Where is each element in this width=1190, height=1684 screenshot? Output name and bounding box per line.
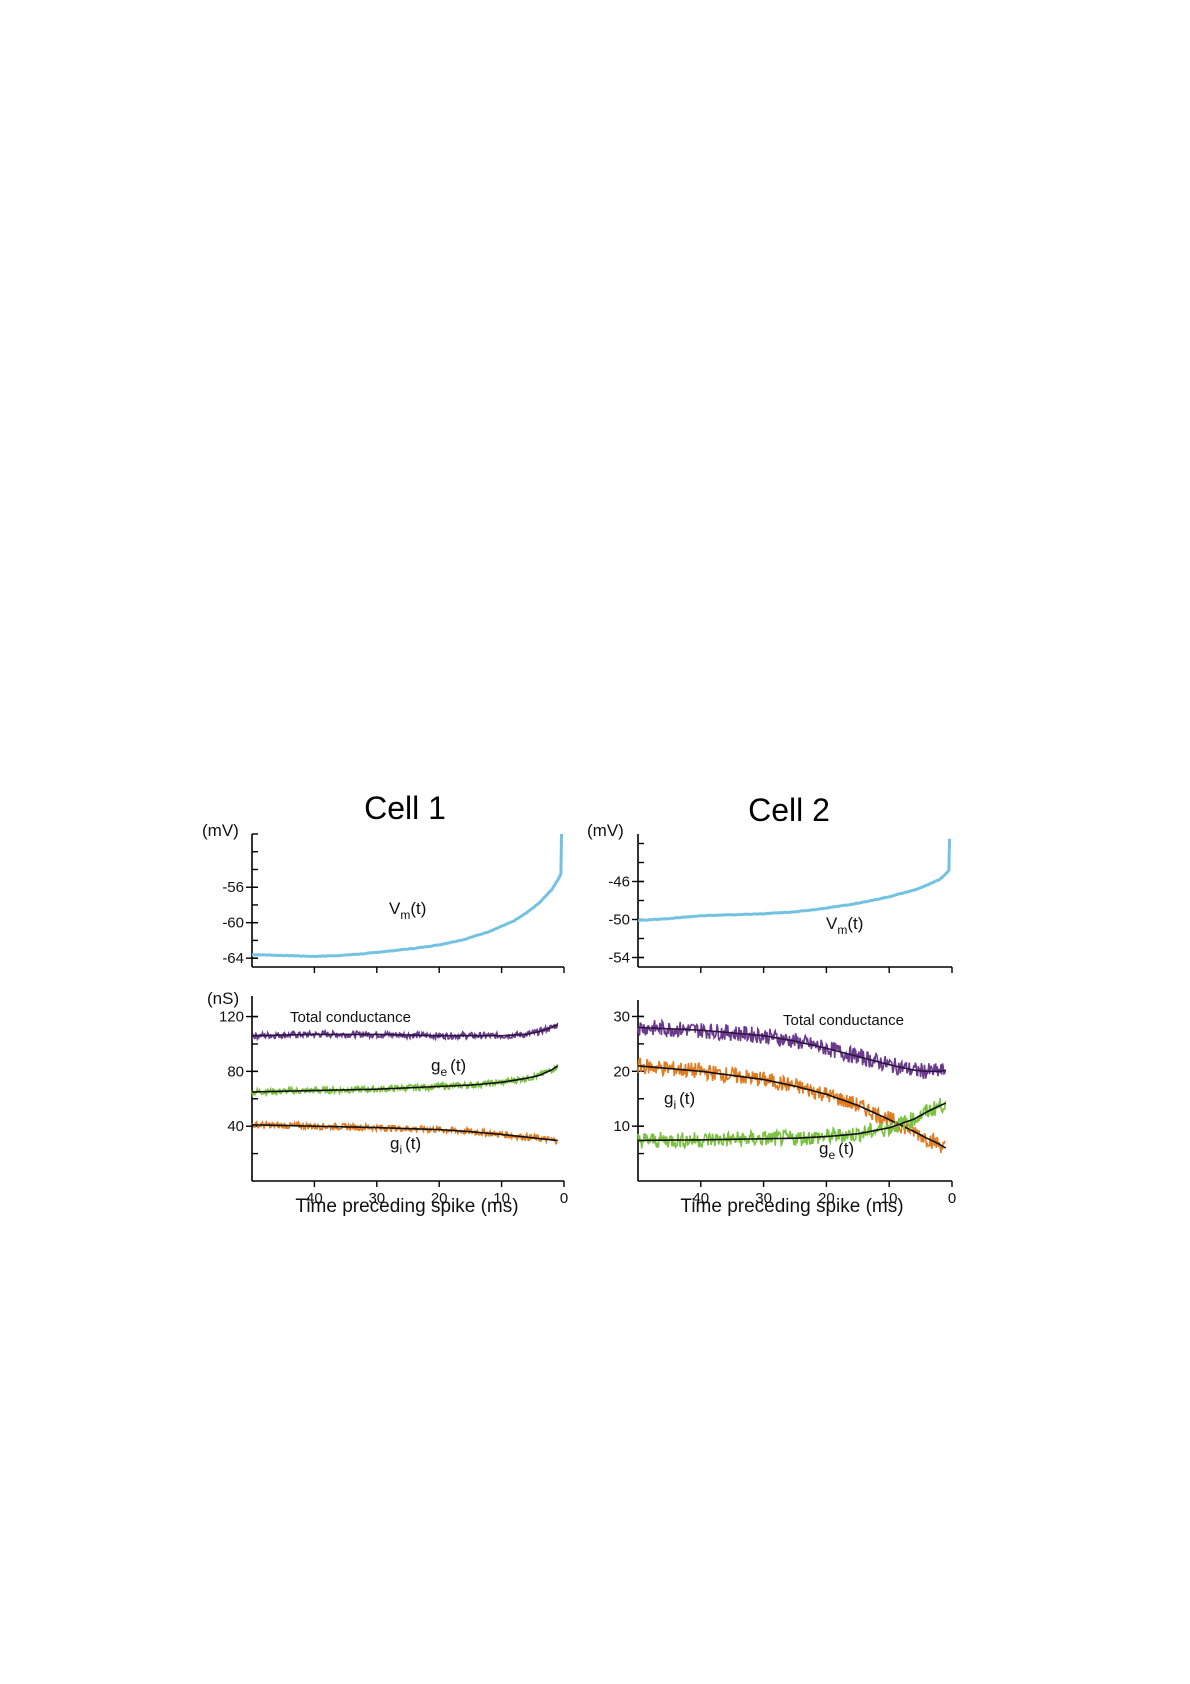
cell2-x-tick-label: 40 [692, 1190, 709, 1207]
cell2-y-tick-label: -54 [608, 950, 630, 967]
cell2-x-tick-label: 0 [948, 1190, 956, 1207]
cell1-ge-suffix: (t) [450, 1056, 466, 1075]
cell1-x-tick-label: 40 [306, 1190, 323, 1207]
cell2-ge-base: g [819, 1139, 828, 1158]
cell2-gi-sub: i [673, 1098, 676, 1112]
cell1-x-tick-label: 20 [431, 1190, 448, 1207]
cell1-conductance-unit-label: (nS) [207, 989, 239, 1008]
cell2-vm-label-sub: m [837, 923, 847, 937]
cell2-y-tick-label: 10 [613, 1118, 630, 1135]
cell2-total-conductance-label: Total conductance [783, 1012, 904, 1029]
cell1-ge-label: ge (t) [431, 1056, 466, 1079]
cell2-x-axis-title: Time preceding spike (ms) [680, 1196, 903, 1217]
cell2-vm-label-suffix: (t) [847, 914, 863, 933]
cell2-ge-fit [638, 1102, 947, 1142]
cell1-y-tick-label: -60 [222, 915, 244, 932]
cell1-title: Cell 1 [364, 790, 446, 826]
cell1-x-tick-label: 30 [368, 1190, 385, 1207]
cell2-vm-trace [637, 838, 951, 922]
cell1-x-tick-label: 10 [493, 1190, 510, 1207]
cell2-x-tick-label: 30 [755, 1190, 772, 1207]
cell2-y-tick-label: -50 [608, 912, 630, 929]
cell2-total-conductance-fit [637, 1026, 946, 1073]
cell2-ge-suffix: (t) [838, 1139, 854, 1158]
cell1-gi-suffix: (t) [405, 1134, 421, 1153]
cell2-ge-sub: e [828, 1148, 835, 1162]
cell1-subplot-conductance: 40 80 120 40 30 20 10 0 [219, 996, 568, 1207]
cell2-ge-label: ge (t) [819, 1139, 854, 1162]
cell1-subplot-vm: -64 -60 -56 [222, 833, 565, 973]
cell1-gi-fit [251, 1124, 558, 1142]
cell2-y-tick-label: 20 [613, 1063, 630, 1080]
cell2-gi-trace [637, 1057, 946, 1154]
cell1-y-tick-label: -64 [222, 950, 244, 967]
cell2-x-tick-label: 10 [881, 1190, 898, 1207]
cell2-y-tick-label: -46 [608, 874, 630, 891]
cell1-ge-base: g [431, 1056, 440, 1075]
cell1-ge-trace [251, 1064, 559, 1098]
cell1-y-tick-label: 40 [227, 1118, 244, 1135]
cell2-gi-suffix: (t) [679, 1089, 695, 1108]
cell1-gi-label: gi (t) [390, 1134, 421, 1157]
cell1-ge-fit [252, 1065, 559, 1093]
cell1-gi-trace [251, 1119, 558, 1146]
cell2-subplot-vm: -54 -50 -46 [608, 834, 953, 973]
cell1-total-conductance-fit [252, 1024, 559, 1037]
cell2-gi-label: gi (t) [664, 1089, 695, 1112]
cell1-vm-label-suffix: (t) [410, 899, 426, 918]
cell1-y-tick-label: 120 [219, 1009, 244, 1026]
cell2-gi-fit [637, 1065, 947, 1149]
cell2-vm-label: Vm(t) [826, 914, 863, 937]
cell2-title: Cell 2 [748, 792, 830, 828]
cell2-gi-base: g [664, 1089, 673, 1108]
cell1-gi-base: g [390, 1134, 399, 1153]
plot-layer: -64 -60 -56 40 80 120 40 30 20 10 0 -54 -50 -46 10 20 30… [219, 833, 956, 1207]
cell2-x-tick-label: 20 [818, 1190, 835, 1207]
cell1-vm-trace [252, 833, 563, 958]
cell2-vm-label-base: V [826, 914, 838, 933]
cell2-subplot-conductance: 10 20 30 40 30 20 10 0 [613, 1000, 956, 1207]
cell2-total-conductance-trace [637, 1017, 947, 1080]
cell1-y-tick-label: 80 [227, 1063, 244, 1080]
cell1-ge-sub: e [440, 1065, 447, 1079]
cell1-vm-label: Vm(t) [389, 899, 426, 922]
cell1-vm-label-base: V [389, 899, 401, 918]
cell1-total-conductance-label: Total conductance [290, 1009, 411, 1026]
cell1-x-tick-label: 0 [560, 1190, 568, 1207]
cell1-vm-unit-label: (mV) [202, 821, 239, 840]
cell1-gi-sub: i [399, 1143, 402, 1157]
cell1-vm-label-sub: m [400, 908, 410, 922]
cell1-y-tick-label: -56 [222, 879, 244, 896]
cell1-x-axis-title: Time preceding spike (ms) [295, 1196, 518, 1217]
cell2-vm-unit-label: (mV) [587, 821, 624, 840]
cell2-y-tick-label: 30 [613, 1008, 630, 1025]
